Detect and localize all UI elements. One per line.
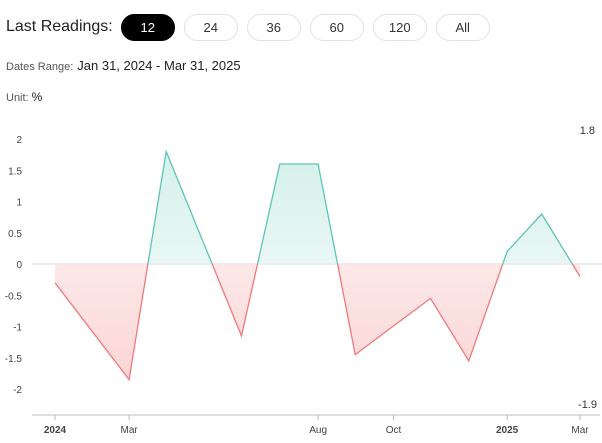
y-tick-label: -0.5 <box>5 291 23 302</box>
x-tick-label: Aug <box>309 425 327 436</box>
readings-option-all[interactable]: All <box>435 13 490 41</box>
last-readings-bar: Last Readings: 12 24 36 60 120 All <box>6 12 490 42</box>
negative-area <box>55 264 580 380</box>
min-label: -1.9 <box>578 399 597 411</box>
x-tick-label: Oct <box>386 425 402 436</box>
series-lines <box>54 149 581 382</box>
dates-range-value: Jan 31, 2024 - Mar 31, 2025 <box>77 58 241 73</box>
y-tick-label: -1 <box>13 323 22 334</box>
x-tick-label: 2025 <box>496 425 519 436</box>
y-tick-label: -2 <box>13 385 22 396</box>
y-tick-label: 1.5 <box>8 166 22 177</box>
readings-option-12[interactable]: 12 <box>120 13 175 41</box>
y-tick-label: -1.5 <box>5 354 23 365</box>
last-readings-label: Last Readings: <box>6 18 113 35</box>
y-tick-label: 1 <box>16 198 22 209</box>
y-tick-label: 2 <box>16 135 22 146</box>
x-tick-label: Mar <box>121 425 139 436</box>
x-tick-label: 2024 <box>44 425 67 436</box>
readings-option-36[interactable]: 36 <box>246 13 301 41</box>
series-areas <box>55 151 580 380</box>
readings-option-60[interactable]: 60 <box>309 13 364 41</box>
max-label: 1.8 <box>580 125 595 137</box>
unit-label: Unit: <box>6 92 29 104</box>
readings-option-120[interactable]: 120 <box>372 13 427 41</box>
dates-range: Dates Range: Jan 31, 2024 - Mar 31, 2025 <box>6 58 241 73</box>
y-tick-label: 0.5 <box>8 229 22 240</box>
dates-range-label: Dates Range: <box>6 61 74 73</box>
positive-line <box>147 149 574 264</box>
readings-options: 12 24 36 60 120 All <box>120 13 490 41</box>
x-axis-ticks: 2024 Mar Aug Oct 2025 Mar <box>44 415 589 436</box>
unit-value: % <box>31 90 43 104</box>
unit-info: Unit:% <box>6 90 42 104</box>
y-tick-label: 0 <box>16 260 22 271</box>
x-tick-label: Mar <box>571 425 589 436</box>
readings-option-24[interactable]: 24 <box>183 13 238 41</box>
positive-area <box>55 151 580 264</box>
y-axis-ticks: 2 1.5 1 0.5 0 -0.5 -1 -1.5 -2 <box>5 135 23 396</box>
